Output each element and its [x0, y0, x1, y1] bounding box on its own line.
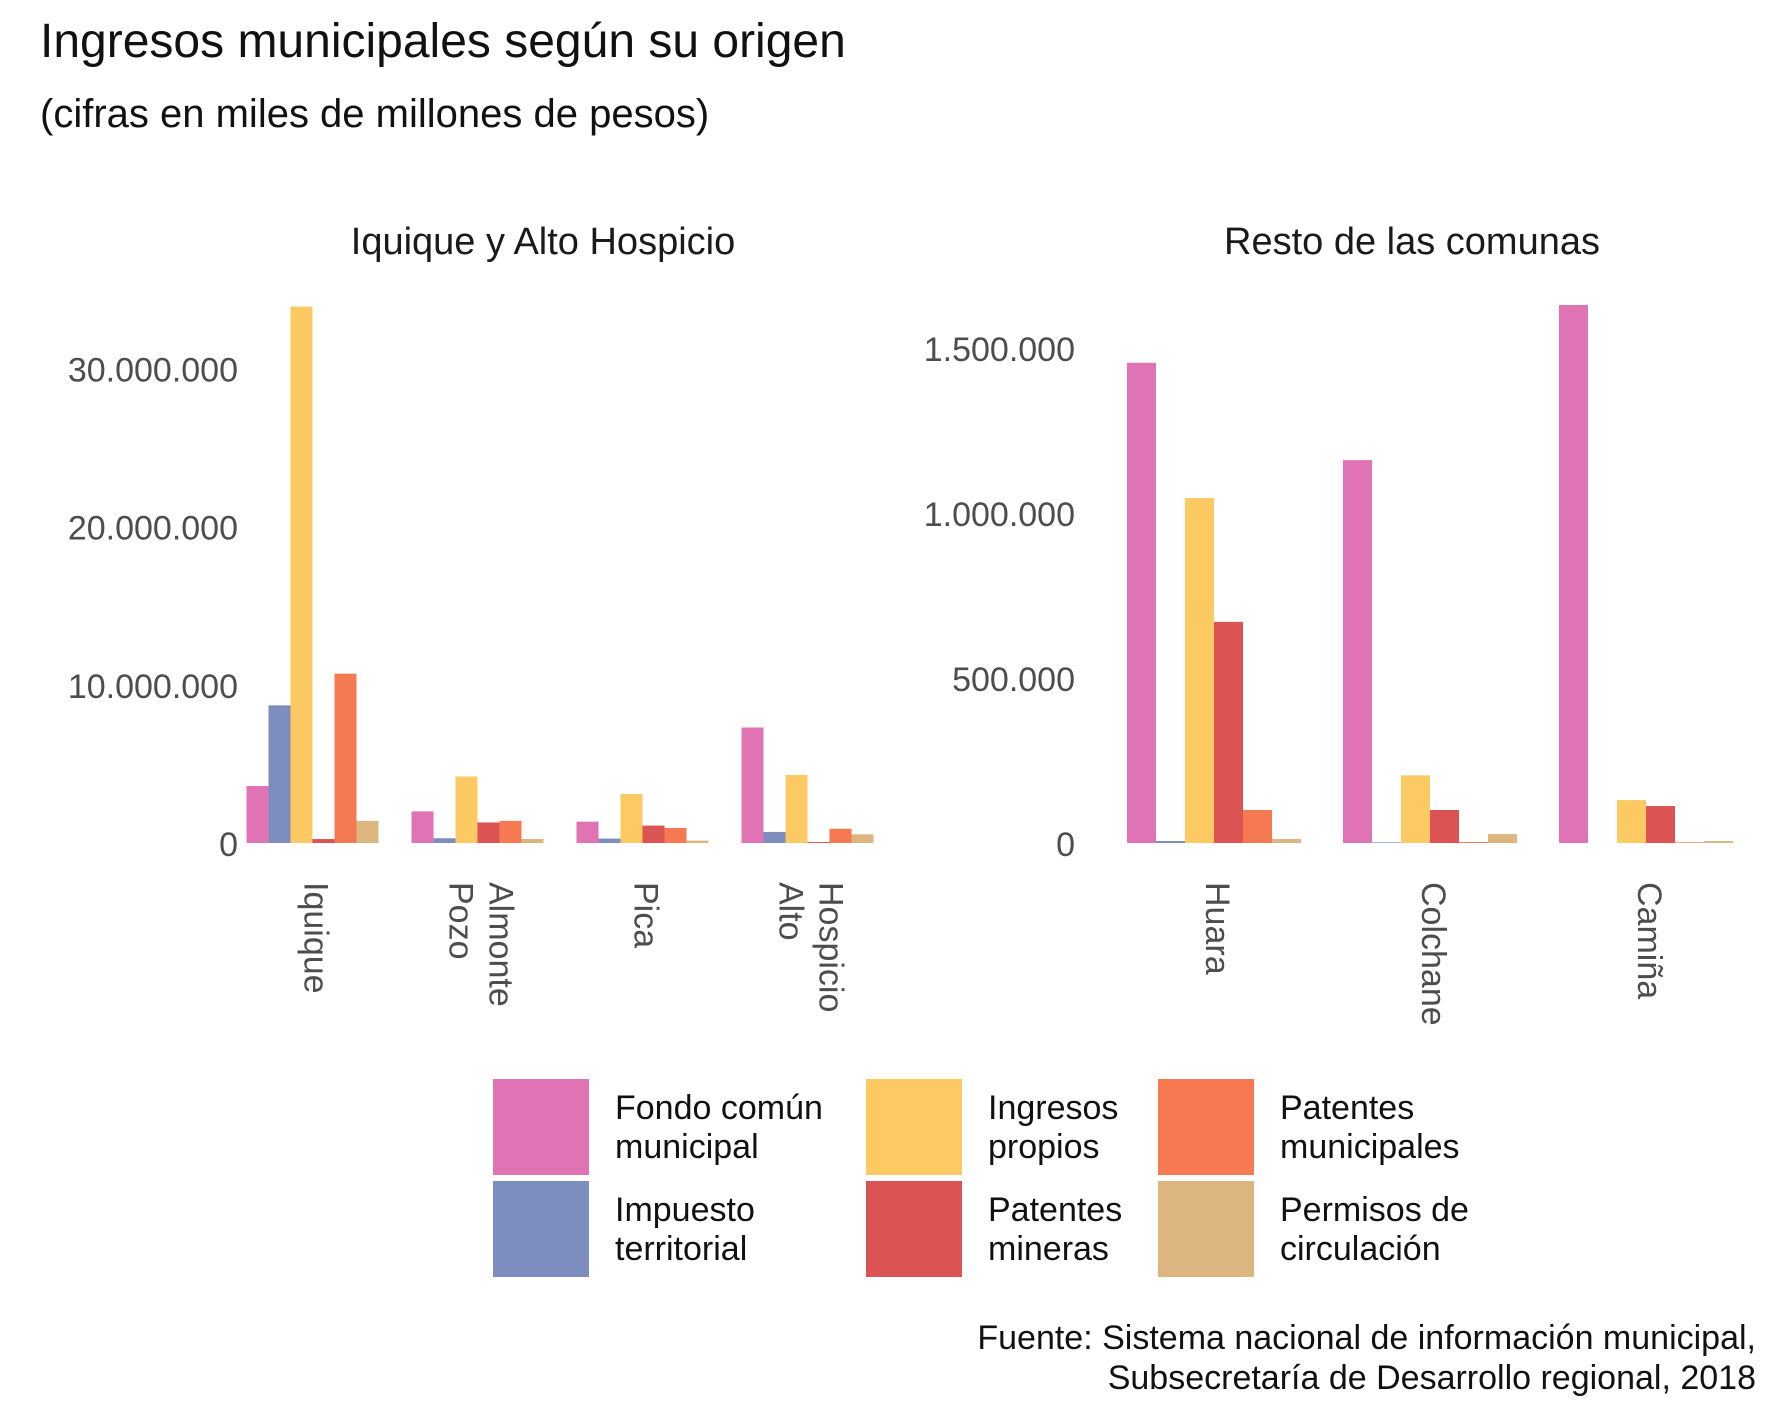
bar-permisos-de-circulacion: [1272, 839, 1301, 843]
y-tick-label: 1.500.000: [924, 331, 1075, 369]
bar-ingresos-propios: [455, 776, 478, 843]
panel-title: Resto de las comunas: [1224, 221, 1600, 263]
x-tick-label: AltoHospicio: [772, 882, 850, 1012]
bar-patentes-mineras: [642, 825, 665, 843]
x-tick-label: Colchane: [1414, 882, 1452, 1026]
bar-patentes-mineras: [1646, 806, 1675, 843]
y-tick-label: 0: [1056, 826, 1075, 864]
bar-fondo-comun-municipal: [1127, 362, 1156, 843]
legend-swatch: [493, 1079, 589, 1175]
bar-fondo-comun-municipal: [411, 811, 434, 843]
bar-patentes-municipales: [1459, 842, 1488, 843]
legend-label: Fondo común municipal: [615, 1089, 823, 1166]
legend-swatch: [866, 1181, 962, 1277]
bar-permisos-de-circulacion: [686, 840, 709, 843]
legend-item-patentes-mineras: Patentes mineras: [866, 1181, 1216, 1279]
bar-ingresos-propios: [1185, 498, 1214, 843]
bar-patentes-mineras: [477, 822, 500, 843]
legend-label: Permisos de circulación: [1280, 1191, 1469, 1268]
bar-permisos-de-circulacion: [1488, 834, 1517, 843]
x-tick-label: Huara: [1198, 882, 1236, 975]
y-tick-label: 500.000: [952, 661, 1075, 699]
bar-permisos-de-circulacion: [356, 820, 379, 843]
chart-subtitle: (cifras en miles de millones de pesos): [40, 92, 710, 136]
bar-patentes-municipales: [1243, 809, 1272, 843]
bar-permisos-de-circulacion: [521, 839, 544, 843]
legend-swatch: [493, 1181, 589, 1277]
bar-ingresos-propios: [1617, 800, 1646, 843]
y-tick-label: 1.000.000: [924, 496, 1075, 534]
bar-patentes-municipales: [829, 828, 852, 843]
bar-fondo-comun-municipal: [741, 727, 764, 843]
legend-swatch: [1158, 1181, 1254, 1277]
panel-title: Iquique y Alto Hospicio: [351, 221, 735, 263]
legend-item-ingresos-propios: Ingresos propios: [866, 1079, 1216, 1177]
bar-permisos-de-circulacion: [851, 834, 874, 843]
bar-ingresos-propios: [620, 793, 643, 843]
bar-fondo-comun-municipal: [576, 821, 599, 843]
legend-label: Patentes mineras: [988, 1191, 1123, 1268]
bar-ingresos-propios: [785, 774, 808, 843]
bar-patentes-municipales: [664, 827, 687, 843]
legend-label: Patentes municipales: [1280, 1089, 1460, 1166]
bar-patentes-municipales: [334, 673, 357, 843]
y-tick-label: 30.000.000: [68, 351, 238, 389]
bar-ingresos-propios: [290, 306, 313, 843]
y-tick-label: 0: [219, 826, 238, 864]
bar-ingresos-propios: [1401, 775, 1430, 843]
bar-impuesto-territorial: [1156, 841, 1185, 843]
x-tick-label: Pica: [627, 882, 665, 948]
bar-patentes-municipales: [1675, 842, 1704, 843]
legend-item-patentes-municipales: Patentes municipales: [1158, 1079, 1508, 1177]
bar-impuesto-territorial: [1372, 842, 1401, 843]
bar-patentes-mineras: [312, 839, 335, 843]
bar-fondo-comun-municipal: [1343, 460, 1372, 843]
bar-patentes-municipales: [499, 820, 522, 843]
legend-swatch: [1158, 1079, 1254, 1175]
legend-label: Impuesto territorial: [615, 1191, 755, 1268]
bar-impuesto-territorial: [268, 705, 291, 843]
legend-item-fondo-comun: Fondo común municipal: [493, 1079, 843, 1177]
bar-patentes-mineras: [1430, 809, 1459, 843]
bar-impuesto-territorial: [763, 831, 786, 843]
bar-fondo-comun-municipal: [1559, 305, 1588, 843]
chart-title: Ingresos municipales según su origen: [40, 15, 846, 68]
bar-impuesto-territorial: [433, 838, 456, 843]
x-tick-label: PozoAlmonte: [442, 882, 520, 1007]
chart-caption: Fuente: Sistema nacional de información …: [977, 1319, 1756, 1397]
x-tick-label: Iquique: [297, 882, 335, 994]
chart-legend: Fondo común municipal Impuesto territori…: [493, 1079, 1543, 1289]
bar-permisos-de-circulacion: [1704, 841, 1733, 843]
bar-patentes-mineras: [807, 842, 830, 843]
x-tick-label: Camiña: [1630, 882, 1668, 999]
y-tick-label: 20.000.000: [68, 510, 238, 548]
legend-item-permisos-circulacion: Permisos de circulación: [1158, 1181, 1508, 1279]
legend-item-impuesto-territorial: Impuesto territorial: [493, 1181, 843, 1279]
bar-fondo-comun-municipal: [246, 786, 269, 843]
legend-label: Ingresos propios: [988, 1089, 1119, 1166]
y-tick-label: 10.000.000: [68, 668, 238, 706]
bar-patentes-mineras: [1214, 621, 1243, 843]
legend-swatch: [866, 1079, 962, 1175]
bar-impuesto-territorial: [598, 838, 621, 843]
